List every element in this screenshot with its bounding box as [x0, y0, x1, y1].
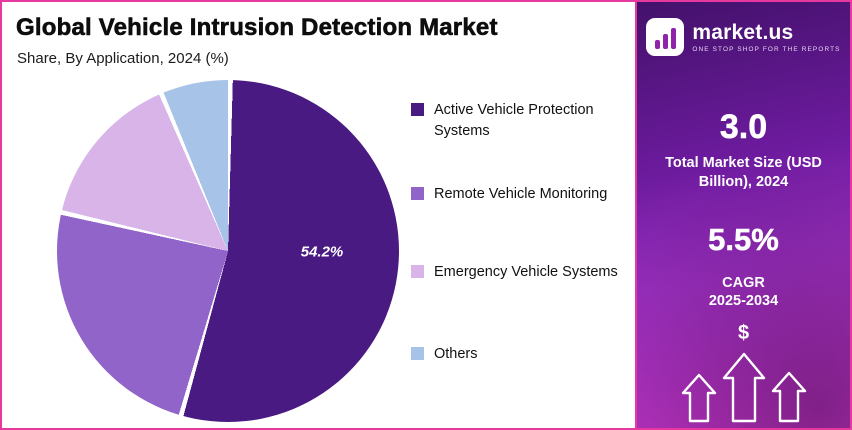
legend-label: Remote Vehicle Monitoring	[434, 186, 608, 202]
legend-label: Emergency Vehicle Systems	[434, 264, 618, 280]
legend-label: Others	[434, 346, 478, 362]
page-subtitle: Share, By Application, 2024 (%)	[17, 50, 229, 67]
cagr-period: 2025-2034	[708, 293, 779, 309]
chart-legend: Active Vehicle Protection Systems Remote…	[411, 2, 637, 428]
legend-item: Emergency Vehicle Systems	[411, 262, 618, 283]
logo-bar	[654, 40, 660, 49]
cagr-value: 5.5%	[708, 222, 779, 258]
marketus-logo-icon	[646, 18, 685, 56]
market-size-label: Total Market Size (USD Billion), 2024	[637, 154, 850, 192]
legend-swatch	[411, 103, 424, 116]
legend-item: Remote Vehicle Monitoring	[411, 184, 607, 205]
legend-swatch	[411, 347, 424, 360]
up-arrow-left	[681, 373, 716, 423]
logo-tagline: ONE STOP SHOP FOR THE REPORTS	[692, 45, 841, 53]
legend-swatch	[411, 265, 424, 278]
legend-swatch	[411, 187, 424, 200]
dollar-icon: $	[737, 322, 750, 344]
cagr-label: CAGR	[722, 275, 765, 291]
page-title: Global Vehicle Intrusion Detection Marke…	[16, 14, 498, 42]
logo-title: market.us	[692, 20, 794, 44]
legend-item: Others	[411, 344, 478, 365]
legend-label: Active Vehicle Protection Systems	[434, 102, 594, 140]
pie-chart: 54.2%	[57, 80, 399, 422]
pie-slice-data-label: 54.2%	[300, 243, 344, 261]
brand-stats-panel: market.us ONE STOP SHOP FOR THE REPORTS …	[635, 2, 850, 428]
logo-text-block: market.us ONE STOP SHOP FOR THE REPORTS	[692, 22, 840, 53]
marketus-logo: market.us ONE STOP SHOP FOR THE REPORTS	[637, 18, 850, 56]
up-arrow-center	[722, 352, 765, 423]
logo-bar	[662, 34, 668, 49]
growth-arrows-icon	[681, 352, 806, 423]
market-size-label-text: Total Market Size (USD Billion), 2024	[665, 155, 822, 190]
logo-bar	[670, 28, 676, 49]
legend-item: Active Vehicle Protection Systems	[411, 100, 629, 142]
up-arrow-right	[771, 371, 806, 423]
market-size-value: 3.0	[719, 108, 768, 147]
